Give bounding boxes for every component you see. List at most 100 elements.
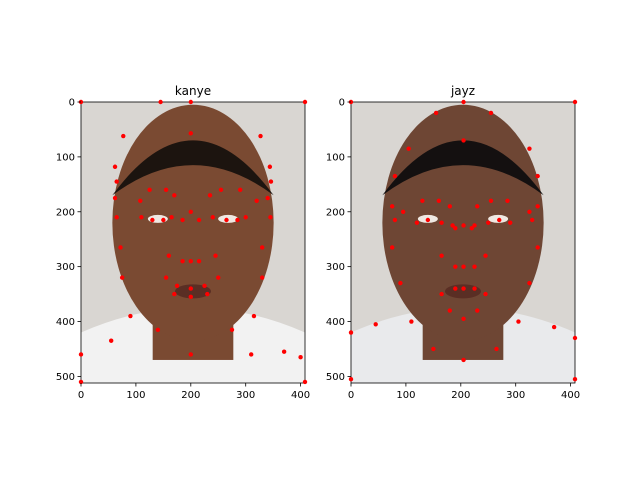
landmark-point bbox=[150, 217, 155, 223]
hair-shape bbox=[382, 140, 544, 196]
landmark-point bbox=[207, 193, 213, 198]
landmark-point bbox=[238, 187, 243, 193]
landmark-point bbox=[188, 286, 194, 291]
landmark-point bbox=[172, 193, 177, 198]
landmark-point bbox=[268, 215, 273, 220]
landmark-point bbox=[453, 226, 458, 231]
landmark-point bbox=[188, 99, 194, 105]
axes-kanye: 0 100 200 300 400 0 100 200 300 400 500 kanye bbox=[56, 84, 310, 401]
landmark-point bbox=[469, 226, 474, 231]
landmark-point bbox=[488, 198, 494, 203]
landmark-point bbox=[425, 217, 431, 223]
landmark-point bbox=[392, 173, 398, 179]
landmark-point bbox=[527, 146, 532, 151]
landmark-point bbox=[433, 110, 439, 116]
x-ticks-kanye: 0 100 200 300 400 bbox=[78, 383, 310, 401]
landmark-point bbox=[439, 291, 444, 297]
landmark-point bbox=[450, 223, 455, 228]
landmark-point bbox=[172, 291, 177, 297]
landmark-point bbox=[224, 217, 229, 223]
landmark-point bbox=[258, 133, 263, 139]
landmark-point bbox=[114, 179, 119, 184]
landmark-point bbox=[406, 146, 411, 151]
landmark-point bbox=[138, 198, 143, 203]
landmark-point bbox=[472, 264, 477, 269]
landmark-point bbox=[373, 322, 378, 327]
landmark-point bbox=[535, 173, 540, 179]
landmark-point bbox=[265, 195, 270, 201]
axes-title-jayz: jayz bbox=[450, 84, 475, 98]
face-image-jayz bbox=[351, 104, 575, 383]
y-tick-label: 500 bbox=[56, 372, 75, 383]
landmark-points-kanye bbox=[78, 99, 308, 385]
landmark-point bbox=[497, 217, 502, 223]
landmark-point bbox=[420, 198, 425, 203]
landmark-point bbox=[302, 379, 308, 385]
landmark-points-jayz bbox=[348, 99, 578, 382]
landmark-point bbox=[188, 209, 194, 214]
landmark-point bbox=[251, 313, 257, 319]
x-tick-label: 100 bbox=[126, 390, 145, 401]
landmark-point bbox=[488, 110, 494, 116]
landmark-point bbox=[431, 346, 436, 352]
x-tick-label: 300 bbox=[506, 390, 525, 401]
landmark-point bbox=[475, 308, 480, 313]
landmark-point bbox=[119, 275, 125, 280]
x-tick-label: 300 bbox=[236, 390, 255, 401]
landmark-point bbox=[268, 179, 274, 184]
landmark-point bbox=[527, 209, 532, 214]
landmark-point bbox=[267, 164, 273, 169]
landmark-point bbox=[486, 220, 491, 225]
landmark-point bbox=[508, 220, 513, 225]
x-tick-label: 100 bbox=[396, 390, 415, 401]
landmark-point bbox=[210, 215, 215, 220]
landmark-point bbox=[188, 352, 194, 357]
landmark-point bbox=[535, 245, 540, 250]
landmark-point bbox=[529, 217, 535, 223]
landmark-point bbox=[139, 215, 144, 220]
landmark-point bbox=[147, 187, 152, 193]
landmark-point bbox=[483, 253, 488, 258]
y-tick-label: 100 bbox=[326, 152, 345, 163]
landmark-point bbox=[516, 319, 521, 324]
landmark-point bbox=[112, 164, 118, 169]
landmark-point bbox=[243, 215, 248, 220]
landmark-point bbox=[188, 131, 194, 136]
landmark-point bbox=[218, 187, 224, 193]
y-tick-label: 200 bbox=[56, 207, 75, 218]
y-ticks-kanye: 0 100 200 300 400 500 bbox=[56, 98, 81, 383]
hair-shape bbox=[112, 140, 274, 196]
landmark-point bbox=[205, 291, 210, 297]
y-tick-label: 200 bbox=[326, 207, 345, 218]
landmark-point bbox=[161, 217, 166, 223]
landmark-point bbox=[166, 253, 172, 258]
landmark-point bbox=[108, 338, 114, 343]
landmark-point bbox=[461, 286, 466, 291]
landmark-point bbox=[158, 99, 163, 105]
landmark-point bbox=[447, 204, 453, 209]
landmark-point bbox=[188, 294, 194, 300]
landmark-point bbox=[155, 327, 161, 332]
landmark-point bbox=[453, 264, 458, 269]
landmark-point bbox=[494, 346, 499, 352]
landmark-point bbox=[461, 264, 466, 269]
landmark-point bbox=[572, 335, 578, 341]
y-tick-label: 300 bbox=[56, 262, 75, 273]
y-tick-label: 0 bbox=[69, 98, 75, 109]
y-tick-label: 0 bbox=[339, 98, 345, 109]
landmark-point bbox=[163, 187, 169, 193]
y-tick-label: 400 bbox=[326, 317, 345, 328]
x-tick-label: 400 bbox=[291, 390, 310, 401]
landmark-point bbox=[389, 245, 395, 250]
landmark-point bbox=[392, 217, 398, 223]
landmark-point bbox=[78, 352, 84, 357]
landmark-point bbox=[348, 330, 354, 335]
head-shape bbox=[112, 104, 274, 341]
x-tick-label: 0 bbox=[348, 390, 354, 401]
landmark-point bbox=[414, 220, 420, 225]
landmark-point bbox=[302, 99, 308, 105]
landmark-point bbox=[174, 283, 180, 289]
x-tick-label: 0 bbox=[78, 390, 84, 401]
landmark-point bbox=[505, 198, 510, 203]
landmark-point bbox=[213, 253, 218, 258]
